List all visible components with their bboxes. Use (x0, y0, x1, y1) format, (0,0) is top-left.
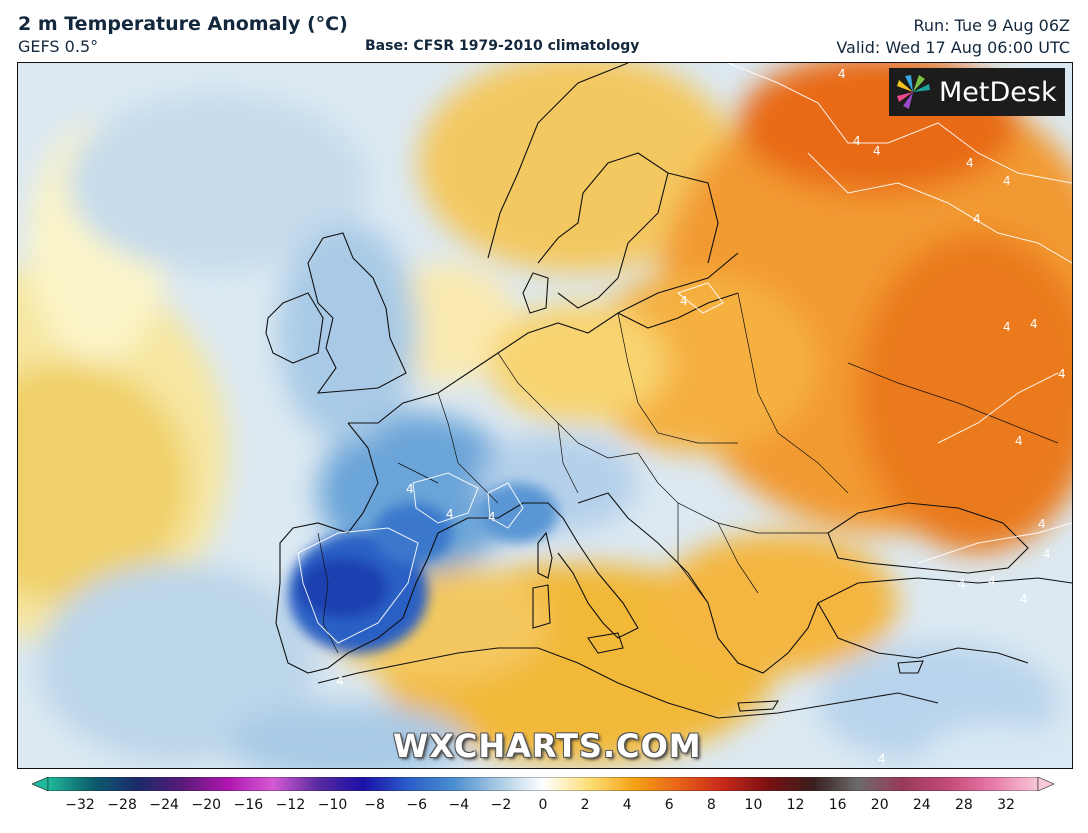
valid-time-label: Valid: Wed 17 Aug 06:00 UTC (836, 38, 1070, 57)
contour-label: 4 (966, 156, 974, 170)
colorbar-tick-label: −12 (275, 797, 306, 813)
contour-label: 4 (958, 577, 966, 591)
chart-title: 2 m Temperature Anomaly (°C) (18, 13, 348, 35)
colorbar-tick-label: 24 (912, 797, 931, 813)
metdesk-pinwheel-icon (897, 75, 930, 109)
contour-label: 4 (680, 294, 688, 308)
metdesk-logo-text: MetDesk (939, 76, 1057, 108)
colorbar-tick-label: −4 (448, 797, 470, 813)
contour-label: 4 (1003, 174, 1011, 188)
contour-label: 4 (838, 67, 846, 81)
colorbar-tick-label: −32 (65, 797, 95, 813)
colorbar-tick-label: 6 (664, 797, 674, 813)
contour-label: 4 (1015, 434, 1023, 448)
wxcharts-watermark: WXCHARTS.COM (393, 727, 702, 765)
colorbar-tick-label: 2 (580, 797, 590, 813)
contour-label: 4 (1020, 592, 1028, 606)
colorbar-tick-label: −6 (406, 797, 428, 813)
model-label: GEFS 0.5° (18, 37, 99, 56)
contour-label: 4 (336, 674, 344, 688)
colorbar-tick-label: 10 (744, 797, 763, 813)
temperature-anomaly-map: 4 4 4 4 4 4 4 4 4 4 4 4 4 4 4 4 4 4 4 4 … (17, 62, 1073, 769)
base-climatology-label: Base: CFSR 1979-2010 climatology (365, 38, 640, 54)
run-label: Run: Tue 9 Aug 06Z (913, 16, 1070, 35)
contour-label: 4 (1058, 367, 1066, 381)
contour-label: 4 (1043, 547, 1051, 561)
colorbar-tick-label: 32 (997, 797, 1015, 813)
colorbar-tick-label: −8 (364, 797, 385, 813)
contour-label: 4 (988, 574, 996, 588)
contour-label: 4 (446, 507, 454, 521)
contour-label: 4 (1030, 317, 1038, 331)
contour-label: 4 (406, 482, 414, 496)
colorbar-tick-label: 28 (954, 797, 973, 813)
colorbar-tick-label: 4 (622, 797, 632, 813)
colorbar-tick-label: 20 (870, 797, 889, 813)
contour-label: 4 (1003, 320, 1011, 334)
map-canvas: 4 4 4 4 4 4 4 4 4 4 4 4 4 4 4 4 4 4 4 4 … (18, 63, 1072, 768)
colorbar-tick-label: 8 (706, 797, 716, 813)
temperature-colorbar (32, 777, 1054, 791)
metdesk-logo: MetDesk (889, 68, 1065, 116)
contour-label: 4 (878, 752, 886, 766)
colorbar-tick-label: −28 (107, 797, 137, 813)
colorbar-gradient (47, 777, 1039, 791)
contour-label: 4 (873, 144, 881, 158)
contour-labels: 4 4 4 4 4 4 4 4 4 4 4 4 4 4 4 4 4 4 4 4 … (336, 67, 1066, 766)
coastlines (265, 63, 1072, 719)
colorbar-tick-label: −24 (149, 797, 179, 813)
country-borders (317, 292, 1059, 654)
france-cold-anomaly (318, 413, 518, 573)
colorbar-tick-label: 0 (538, 797, 548, 813)
colorbar-max-extend (1037, 777, 1054, 791)
colorbar-tick-label: 16 (828, 797, 847, 813)
contour-label: 4 (973, 212, 981, 226)
colorbar-tick-label: −2 (490, 797, 512, 813)
colorbar-tick-label: −16 (233, 797, 264, 813)
colorbar-tick-label: 12 (786, 797, 805, 813)
colorbar-tick-labels: −32 −28 −24 −20 −16 −12 −10 −8 −6 −4 −2 0 2 4 6 8 10 12 16… (0, 797, 1088, 817)
colorbar-tick-label: −20 (191, 797, 222, 813)
colorbar-tick-label: −10 (317, 797, 348, 813)
colorbar-min-extend (32, 777, 49, 791)
contour-lines (297, 63, 1072, 644)
contour-label: 4 (488, 510, 496, 524)
contour-label: 4 (853, 134, 861, 148)
contour-label: 4 (1038, 517, 1046, 531)
